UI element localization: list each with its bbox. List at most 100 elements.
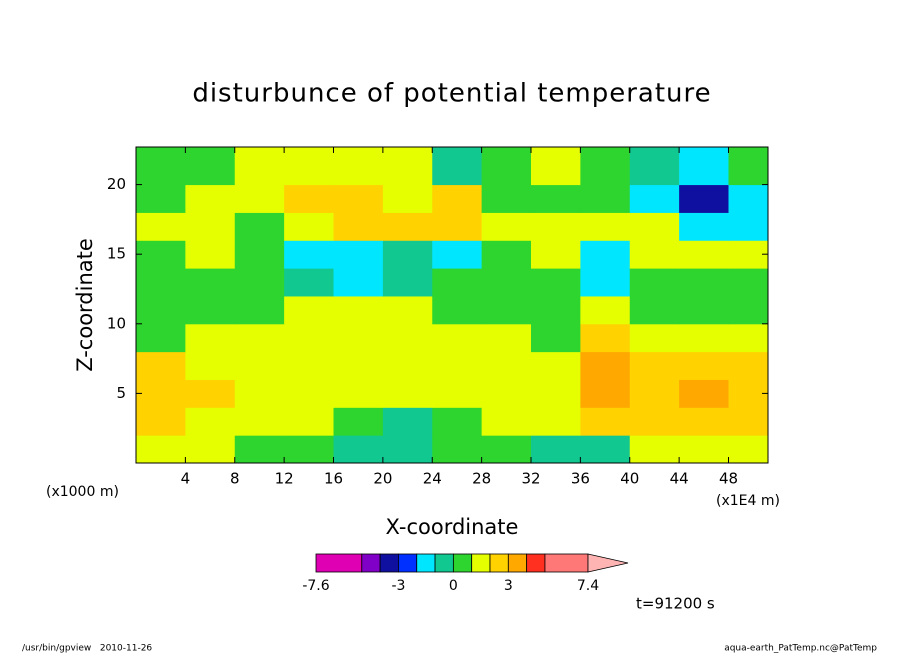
- colorbar-box: [452, 553, 473, 573]
- chart-title: disturbunce of potential temperature: [192, 79, 711, 109]
- colorbar-box: [471, 553, 491, 573]
- contour-cell: [284, 184, 334, 213]
- colorbar-extend: [587, 553, 629, 573]
- contour-cell: [185, 212, 236, 241]
- contour-cell: [234, 435, 285, 464]
- x-tick-label: 12: [275, 470, 294, 488]
- y-unit: (x1000 m): [46, 484, 119, 500]
- contour-cell: [580, 147, 631, 186]
- contour-cell: [382, 379, 433, 408]
- contour-cell: [234, 407, 285, 436]
- contour-cell: [629, 435, 680, 464]
- contour-cell: [679, 240, 729, 269]
- colorbar-label: -7.6: [302, 578, 329, 594]
- contour-cell: [432, 212, 483, 241]
- contour-cell: [333, 295, 384, 325]
- contour-cell: [136, 407, 186, 436]
- contour-cell: [185, 351, 236, 380]
- contour-cell: [382, 240, 433, 269]
- colorbar-box: [544, 553, 589, 573]
- x-tick-label: 36: [571, 470, 590, 488]
- contour-cell: [333, 351, 384, 380]
- contour-cell: [234, 212, 285, 241]
- contour-cell: [382, 212, 433, 241]
- colorbar-box: [489, 553, 509, 573]
- contour-cell: [531, 351, 581, 380]
- y-axis-title: Z-coordinate: [73, 238, 97, 372]
- contour-cell: [481, 407, 532, 436]
- contour-cell: [481, 351, 532, 380]
- contour-cell: [333, 147, 384, 186]
- contour-cell: [185, 240, 236, 269]
- contour-cell: [284, 351, 334, 380]
- contour-cell: [629, 240, 680, 269]
- contour-cell: [728, 240, 769, 269]
- x-tick-label: 4: [181, 470, 191, 488]
- contour-cell: [629, 184, 680, 213]
- x-axis-title: X-coordinate: [386, 515, 519, 539]
- contour-cell: [136, 147, 186, 186]
- contour-cell: [580, 435, 631, 464]
- contour-cell: [136, 268, 186, 297]
- contour-cell: [580, 323, 631, 353]
- time-label: t=91200 s: [636, 595, 715, 613]
- contour-cell: [679, 323, 729, 353]
- contour-cell: [580, 351, 631, 380]
- contour-cell: [580, 184, 631, 213]
- contour-cell: [284, 268, 334, 297]
- x-unit: (x1E4 m): [716, 493, 780, 509]
- contour-cell: [481, 268, 532, 297]
- contour-cell: [234, 379, 285, 408]
- contour-cell: [185, 268, 236, 297]
- contour-cell: [333, 379, 384, 408]
- colorbar-label: 0: [449, 578, 458, 594]
- contour-cell: [531, 212, 581, 241]
- contour-cell: [481, 147, 532, 186]
- contour-cell: [679, 212, 729, 241]
- contour-cell: [481, 184, 532, 213]
- contour-cell: [284, 147, 334, 186]
- contour-cell: [136, 323, 186, 353]
- contour-cell: [679, 147, 729, 186]
- x-tick-label: 20: [373, 470, 392, 488]
- x-tick-label: 28: [472, 470, 491, 488]
- contour-cell: [382, 351, 433, 380]
- contour-cell: [679, 407, 729, 436]
- contour-cell: [728, 184, 769, 213]
- contour-cell: [728, 435, 769, 464]
- contour-cell: [679, 295, 729, 325]
- contour-cell: [382, 407, 433, 436]
- colorbar-box: [434, 553, 454, 573]
- contour-cell: [629, 351, 680, 380]
- contour-cell: [333, 240, 384, 269]
- contour-cell: [629, 295, 680, 325]
- contour-cell: [580, 240, 631, 269]
- contour-cell: [481, 379, 532, 408]
- x-tick-label: 16: [324, 470, 343, 488]
- plot-frame: [135, 146, 769, 464]
- contour-cell: [185, 147, 236, 186]
- contour-cell: [382, 323, 433, 353]
- contour-cell: [432, 407, 483, 436]
- contour-cell: [481, 212, 532, 241]
- colorbar-box: [416, 553, 436, 573]
- footer-left: /usr/bin/gpview 2010-11-26: [22, 644, 152, 654]
- contour-cell: [234, 147, 285, 186]
- colorbar-box: [398, 553, 418, 573]
- contour-cell: [284, 240, 334, 269]
- contour-cell: [432, 351, 483, 380]
- contour-cell: [185, 295, 236, 325]
- contour-cell: [333, 407, 384, 436]
- colorbar-label: -3: [391, 578, 405, 594]
- contour-cell: [679, 184, 729, 213]
- contour-cell: [580, 407, 631, 436]
- x-tick-label: 24: [423, 470, 442, 488]
- contour-cell: [728, 147, 769, 186]
- contour-cell: [136, 351, 186, 380]
- contour-cell: [432, 184, 483, 213]
- contour-cell: [234, 184, 285, 213]
- colorbar-box: [379, 553, 399, 573]
- contour-cell: [234, 323, 285, 353]
- contour-cell: [481, 295, 532, 325]
